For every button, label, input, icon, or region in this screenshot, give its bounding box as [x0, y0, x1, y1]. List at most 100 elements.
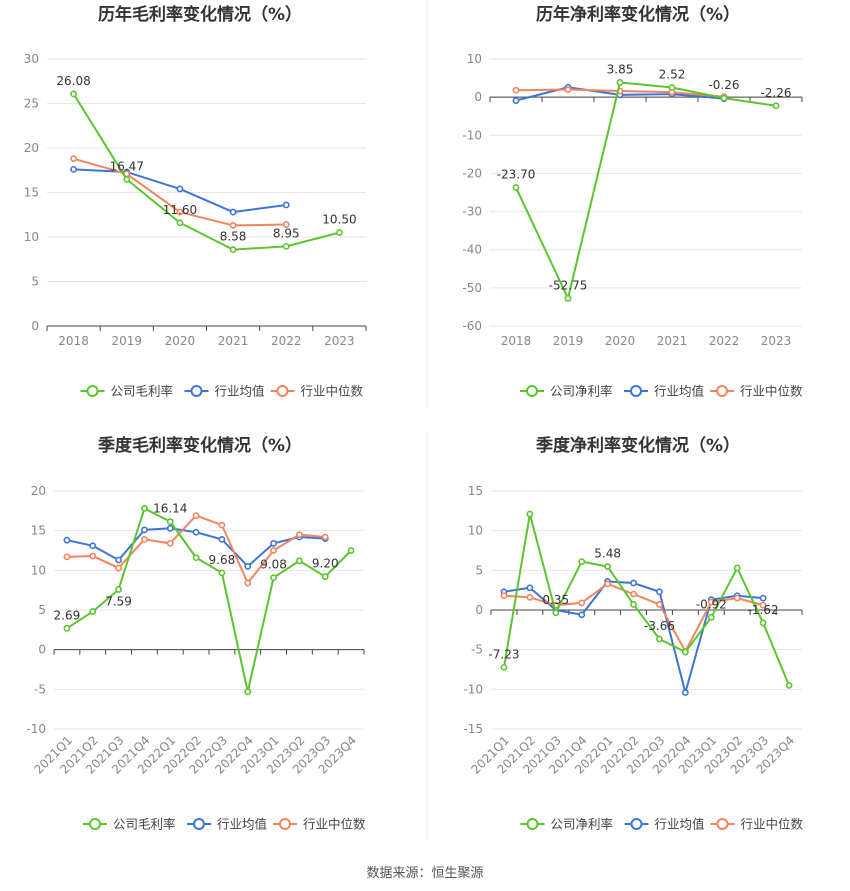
- data-label: -3.66: [644, 619, 675, 633]
- data-point: [512, 86, 520, 94]
- data-point: [785, 681, 793, 689]
- data-label: -1.62: [748, 603, 779, 617]
- y-tick-label: -5: [34, 682, 46, 696]
- legend-label: 公司毛利率: [113, 817, 176, 832]
- chart-4: 季度净利率变化情况（%）-15-10-50510152021Q12021Q220…: [463, 435, 803, 832]
- data-point: [141, 505, 148, 512]
- data-point: [321, 573, 329, 581]
- data-point: [526, 510, 534, 518]
- data-point: [564, 294, 572, 302]
- y-tick-label: 15: [468, 484, 483, 498]
- x-tick-label: 2022: [709, 334, 740, 348]
- data-point: [681, 689, 689, 696]
- y-tick-label: -15: [463, 722, 483, 736]
- data-point: [89, 608, 97, 615]
- chart-title: 季度净利率变化情况（%）: [536, 435, 740, 456]
- series-line-1: [515, 81, 777, 300]
- data-point: [229, 246, 237, 254]
- data-point: [166, 539, 174, 547]
- legend-swatch-marker: [716, 385, 728, 397]
- data-point: [720, 94, 728, 102]
- data-point: [526, 584, 534, 592]
- y-tick-label: 20: [24, 141, 39, 155]
- series-line-1: [502, 513, 790, 686]
- y-tick-label: 25: [24, 97, 39, 111]
- y-tick-label: 10: [467, 52, 482, 66]
- data-point: [123, 176, 131, 183]
- y-tick-label: 10: [468, 524, 483, 538]
- data-label: 2.52: [659, 68, 686, 82]
- legend-label: 公司净利率: [550, 384, 613, 399]
- data-label: 16.14: [153, 502, 187, 516]
- data-label: -52.75: [549, 278, 588, 292]
- data-point: [578, 611, 586, 619]
- data-point: [500, 592, 508, 600]
- legend-label: 公司净利率: [551, 817, 614, 832]
- data-point: [176, 208, 184, 216]
- x-tick-label: 2021: [657, 334, 688, 348]
- data-point: [336, 229, 343, 236]
- data-label: -7.23: [488, 647, 519, 661]
- data-point: [192, 554, 200, 562]
- data-point: [707, 613, 715, 621]
- y-tick-label: 10: [24, 230, 39, 244]
- chart-title: 历年净利率变化情况（%）: [536, 4, 740, 25]
- data-point: [176, 185, 184, 193]
- y-tick-label: -10: [463, 682, 483, 696]
- legend-swatch-marker: [526, 818, 539, 830]
- data-point: [115, 564, 122, 572]
- data-point: [564, 86, 572, 93]
- data-label: 9.68: [209, 553, 236, 567]
- x-tick-label: 2023: [324, 334, 355, 348]
- chart-2: 历年净利率变化情况（%） -60 -50 -40 -30 -20 -10 0 10 2018 201…: [462, 4, 803, 399]
- data-label: -0.26: [708, 78, 739, 92]
- series-line-1: [66, 507, 352, 693]
- legend-label: 行业均值: [655, 817, 705, 832]
- data-label: 3.85: [607, 62, 634, 76]
- y-tick-label: -60: [462, 319, 482, 333]
- y-tick-label: 0: [38, 643, 46, 657]
- data-point: [347, 547, 355, 554]
- data-label: -23.70: [497, 168, 536, 182]
- data-point: [759, 619, 767, 627]
- data-point: [656, 635, 663, 643]
- data-label: 8.95: [273, 226, 300, 240]
- data-point: [656, 601, 663, 608]
- legend-swatch-marker: [193, 818, 205, 830]
- data-point: [512, 184, 520, 191]
- data-point: [552, 609, 560, 617]
- data-point: [604, 563, 612, 570]
- legend-label: 行业中位数: [301, 384, 364, 399]
- data-point: [270, 574, 277, 582]
- data-point: [282, 242, 290, 250]
- data-point: [89, 552, 97, 560]
- data-label: 26.08: [56, 74, 90, 88]
- data-label: -2.26: [760, 86, 791, 100]
- legend-swatch-marker: [86, 385, 99, 397]
- y-tick-label: -10: [26, 722, 46, 736]
- data-point: [282, 221, 290, 228]
- y-tick-label: -40: [462, 243, 482, 257]
- legend-swatch-marker: [89, 818, 101, 830]
- legend-label: 行业均值: [215, 384, 265, 399]
- data-point: [244, 688, 252, 696]
- data-point: [115, 556, 122, 564]
- data-point: [656, 588, 663, 596]
- data-point: [141, 535, 148, 543]
- data-label: -0.92: [696, 597, 727, 611]
- series-line-3: [66, 514, 326, 585]
- data-point: [630, 590, 637, 598]
- legend-label: 行业中位数: [741, 817, 804, 832]
- y-tick-label: -30: [462, 205, 482, 219]
- chart-1: 历年毛利率变化情况（%） 0 5 10 15 20 25 30 2018 2019 2020 2021…: [24, 4, 367, 399]
- y-tick-label: 15: [24, 186, 39, 200]
- legend-label: 行业中位数: [303, 817, 366, 832]
- chart-3: 季度毛利率变化情况（%）-10-5051015202021Q12021Q2202…: [26, 435, 366, 832]
- y-tick-label: -5: [471, 643, 483, 657]
- data-point: [668, 84, 676, 91]
- data-point: [244, 562, 252, 570]
- data-point: [733, 564, 741, 572]
- legend-swatch-marker: [279, 818, 291, 830]
- data-point: [70, 90, 77, 98]
